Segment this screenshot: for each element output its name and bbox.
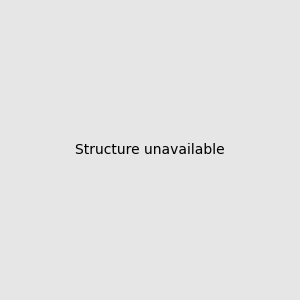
Text: Structure unavailable: Structure unavailable (75, 143, 225, 157)
